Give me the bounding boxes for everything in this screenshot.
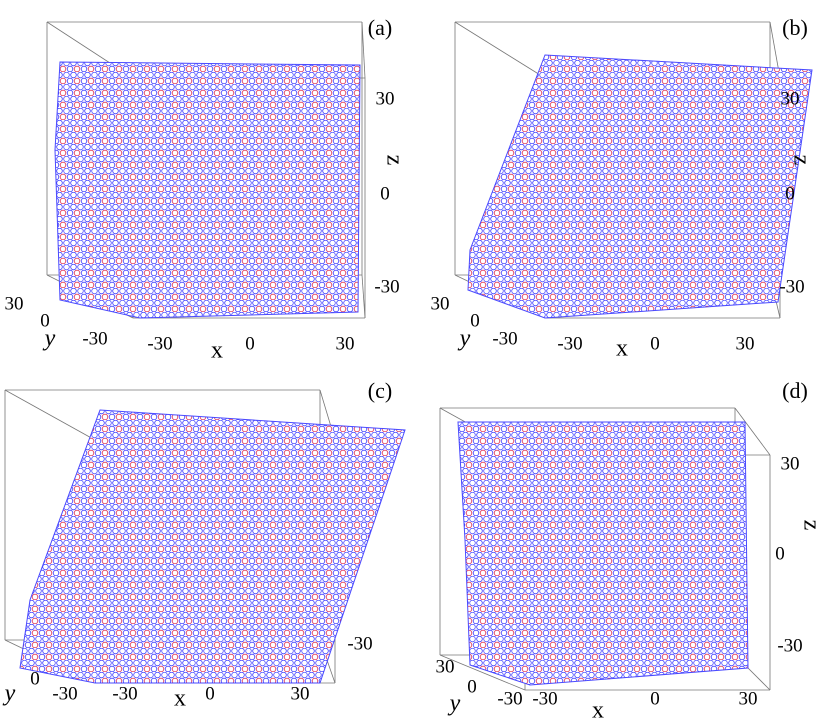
x-tick-label: 30	[739, 688, 758, 709]
x-tick-label: 0	[650, 333, 660, 354]
y-tick-label: -30	[497, 688, 522, 709]
x-tick-label: -30	[112, 683, 137, 704]
panel-label: (c)	[368, 378, 392, 403]
particle-packing	[54, 61, 361, 319]
z-tick-label: 0	[380, 183, 390, 204]
z-tick-label: 0	[775, 543, 785, 564]
panel: (d) 30 0 -30 -30 0 30 30 0 -30 x y z	[436, 378, 817, 723]
z-tick-label: 30	[376, 88, 395, 109]
x-tick-label: 30	[736, 333, 755, 354]
z-axis-label: z	[381, 155, 407, 166]
x-tick-label: -30	[147, 333, 172, 354]
x-tick-label: 0	[245, 333, 255, 354]
y-tick-label: 30	[431, 293, 450, 314]
z-tick-label: -30	[347, 633, 372, 654]
x-axis-label: x	[592, 698, 604, 724]
box-edge	[454, 21, 546, 79]
y-tick-label: 0	[40, 310, 50, 331]
particle-packing	[457, 421, 749, 686]
z-tick-label: -30	[374, 276, 399, 297]
y-tick-label: 0	[30, 668, 40, 689]
x-axis-label: x	[616, 336, 628, 362]
particle-packing	[467, 54, 813, 319]
box-edge	[734, 407, 771, 456]
x-tick-label: -30	[557, 333, 582, 354]
particle-packing	[19, 409, 406, 684]
z-tick-label: 30	[781, 453, 800, 474]
y-tick-label: 0	[467, 676, 477, 697]
z-axis-label: z	[788, 155, 814, 166]
x-tick-label: 0	[205, 683, 215, 704]
x-axis-label: x	[174, 686, 186, 712]
panel: (a) 30 0 -30 -30 0 30 30 0 -30 x y z	[5, 15, 408, 363]
y-tick-label: -30	[492, 328, 517, 349]
y-axis-label: y	[3, 681, 16, 707]
y-tick-label: -30	[52, 683, 77, 704]
y-tick-label: -30	[82, 328, 107, 349]
panel-label: (b)	[782, 15, 808, 40]
y-axis-label: y	[458, 326, 471, 352]
x-axis-label: x	[211, 338, 223, 364]
x-tick-label: 30	[336, 333, 355, 354]
panel-label: (a)	[368, 15, 392, 40]
x-tick-label: 0	[650, 688, 660, 709]
y-axis-label: y	[448, 691, 461, 717]
box-edge	[361, 21, 366, 79]
panel: (c) -30 -30 0 30 0 -30 x y	[3, 378, 406, 712]
y-tick-label: 0	[470, 310, 480, 331]
x-tick-label: -30	[532, 688, 557, 709]
x-tick-label: 30	[291, 683, 310, 704]
z-tick-label: -30	[779, 276, 804, 297]
y-axis-label: y	[43, 326, 56, 352]
z-tick-label: 30	[781, 88, 800, 109]
panel: (b) 30 0 -30 -30 0 30 30 0 -30 x y z	[431, 15, 815, 361]
box-edge	[439, 654, 526, 691]
z-tick-label: 0	[785, 183, 795, 204]
box-edge	[361, 274, 366, 319]
z-axis-label: z	[798, 520, 817, 531]
y-tick-label: 30	[436, 656, 455, 677]
panel-label: (d)	[782, 378, 808, 403]
y-tick-label: 30	[5, 293, 24, 314]
z-tick-label: -30	[777, 635, 802, 656]
box-edge	[4, 389, 96, 441]
